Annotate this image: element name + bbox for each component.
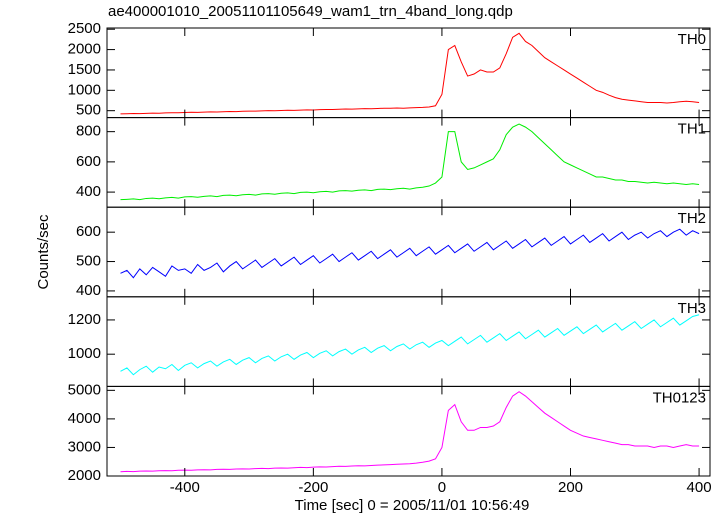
x-tick-label: -200 (298, 479, 328, 496)
panel-frame (106, 296, 711, 387)
x-axis-label: Time [sec] 0 = 2005/11/01 10:56:49 (295, 497, 530, 514)
panel-frame (106, 385, 711, 477)
y-tick-label: 1200 (68, 311, 101, 328)
y-tick-label: 1500 (68, 61, 101, 78)
y-tick-label: 3000 (68, 438, 101, 455)
y-tick-label: 1000 (68, 81, 101, 98)
y-tick-label: 2000 (68, 467, 101, 484)
panel-label: TH0123 (653, 389, 706, 406)
y-tick-label: 400 (76, 183, 101, 200)
x-tick-label: -400 (170, 479, 200, 496)
light-curve (120, 391, 700, 473)
y-tick-label: 2500 (68, 20, 101, 37)
y-tick-label: 600 (76, 223, 101, 240)
y-tick-label: 500 (76, 102, 101, 119)
panel-frame (106, 27, 711, 119)
y-tick-label: 2000 (68, 41, 101, 58)
light-curve (120, 32, 700, 115)
y-axis-label: Counts/sec (35, 214, 52, 290)
y-tick-label: 600 (76, 153, 101, 170)
y-tick-label: 4000 (68, 410, 101, 427)
panel-label: TH2 (678, 210, 706, 227)
x-tick-label: 200 (558, 479, 583, 496)
light-curve (120, 314, 700, 376)
x-tick-label: 0 (438, 479, 446, 496)
y-tick-label: 500 (76, 253, 101, 270)
light-curve (120, 123, 700, 201)
y-tick-label: 800 (76, 123, 101, 140)
chart-title: ae400001010_20051101105649_wam1_trn_4ban… (108, 3, 513, 20)
y-tick-label: 1000 (68, 345, 101, 362)
x-tick-label: 400 (687, 479, 712, 496)
panel-label: TH1 (678, 121, 706, 138)
light-curve (120, 228, 700, 279)
y-tick-label: 5000 (68, 381, 101, 398)
panel-frame (106, 206, 711, 298)
panel-label: TH0 (678, 31, 706, 48)
panel-label: TH3 (678, 300, 706, 317)
y-tick-label: 400 (76, 282, 101, 299)
panel-frame (106, 117, 711, 208)
